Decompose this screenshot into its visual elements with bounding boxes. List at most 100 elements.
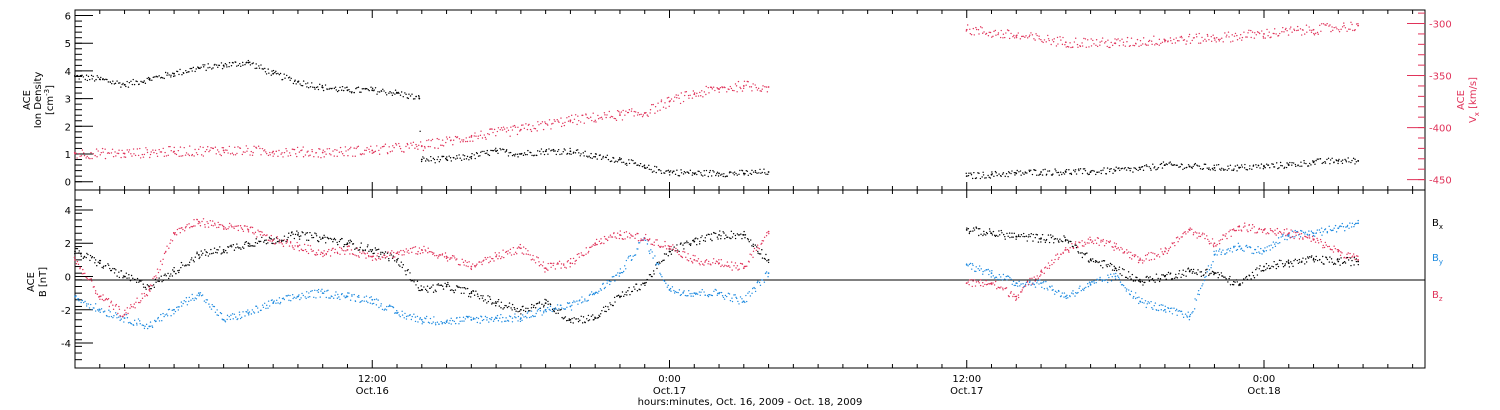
data-point xyxy=(535,312,537,315)
data-point xyxy=(463,320,465,322)
data-point xyxy=(115,303,117,306)
data-point xyxy=(335,89,338,91)
data-point xyxy=(202,218,205,220)
data-point xyxy=(519,320,522,323)
data-point xyxy=(1282,266,1285,268)
data-point xyxy=(152,149,154,151)
data-point xyxy=(651,251,653,253)
data-point xyxy=(733,89,735,92)
data-point xyxy=(185,264,187,267)
data-point xyxy=(1319,231,1322,234)
data-point xyxy=(558,260,561,263)
y-tick-label-left: 2 xyxy=(65,239,71,250)
data-point xyxy=(288,245,291,247)
data-point xyxy=(1100,169,1102,172)
data-point xyxy=(625,231,628,233)
data-point xyxy=(192,66,195,69)
data-point xyxy=(384,92,387,94)
data-point xyxy=(1276,263,1279,265)
data-point xyxy=(252,311,255,313)
data-point xyxy=(511,309,513,311)
data-point xyxy=(599,154,602,156)
data-point xyxy=(449,258,451,261)
data-point xyxy=(290,234,292,237)
data-point xyxy=(267,300,270,302)
data-point xyxy=(1328,225,1330,228)
data-point xyxy=(609,160,612,163)
data-point xyxy=(1319,258,1321,261)
data-point xyxy=(689,169,692,172)
data-point xyxy=(765,235,768,237)
data-point xyxy=(79,267,81,270)
data-point xyxy=(1082,288,1084,290)
data-point xyxy=(302,80,305,82)
data-point xyxy=(1044,266,1047,268)
data-point xyxy=(1357,263,1360,266)
data-point xyxy=(174,233,176,236)
data-point xyxy=(315,254,317,256)
data-point xyxy=(223,66,225,68)
data-point xyxy=(486,149,488,152)
data-point xyxy=(414,246,417,248)
data-point xyxy=(127,86,130,88)
data-point xyxy=(459,157,461,159)
data-point xyxy=(1241,282,1244,284)
data-point xyxy=(347,149,349,151)
y-tick-label-left: 4 xyxy=(65,206,71,217)
data-point xyxy=(1309,29,1311,31)
data-point xyxy=(1015,238,1017,240)
data-point xyxy=(585,253,587,255)
data-point xyxy=(617,294,620,297)
data-point xyxy=(1094,259,1097,262)
data-point xyxy=(1109,46,1111,49)
data-point xyxy=(1000,229,1002,232)
data-point xyxy=(526,153,528,156)
data-point xyxy=(701,288,703,291)
data-point xyxy=(470,319,473,321)
data-point xyxy=(177,306,179,308)
data-point xyxy=(1102,267,1104,269)
data-point xyxy=(311,148,313,151)
data-point xyxy=(1111,44,1114,47)
data-point xyxy=(524,153,527,156)
data-point xyxy=(212,252,215,254)
data-point xyxy=(634,288,636,290)
data-point xyxy=(654,255,656,257)
data-point xyxy=(252,232,254,234)
data-point xyxy=(184,265,186,267)
data-point xyxy=(398,145,401,148)
data-point xyxy=(975,26,977,29)
data-point xyxy=(584,298,586,300)
data-point xyxy=(973,279,976,281)
data-point xyxy=(195,152,198,154)
data-point xyxy=(1085,252,1087,255)
data-point xyxy=(1253,37,1256,39)
data-point xyxy=(198,295,200,297)
data-point xyxy=(760,90,763,92)
data-point xyxy=(1147,301,1149,303)
data-point xyxy=(314,232,316,234)
y-tick-label-left: -4 xyxy=(61,339,71,350)
data-point xyxy=(175,153,178,156)
data-point xyxy=(657,102,659,104)
data-point xyxy=(583,155,585,157)
data-point xyxy=(1277,242,1279,245)
data-point xyxy=(1099,44,1101,46)
data-point xyxy=(175,234,178,236)
data-point xyxy=(1008,172,1011,174)
data-point xyxy=(687,94,690,97)
data-point xyxy=(487,132,489,135)
data-point xyxy=(738,234,741,236)
data-point xyxy=(378,91,381,93)
data-point xyxy=(696,260,699,262)
data-point xyxy=(1220,272,1223,274)
data-point xyxy=(557,309,559,312)
data-point xyxy=(439,159,442,161)
data-point xyxy=(241,246,244,248)
data-point xyxy=(1243,31,1245,33)
data-point xyxy=(1351,259,1353,262)
data-point xyxy=(495,135,497,137)
data-point xyxy=(167,272,169,275)
data-point xyxy=(450,160,453,162)
data-point xyxy=(601,309,603,312)
